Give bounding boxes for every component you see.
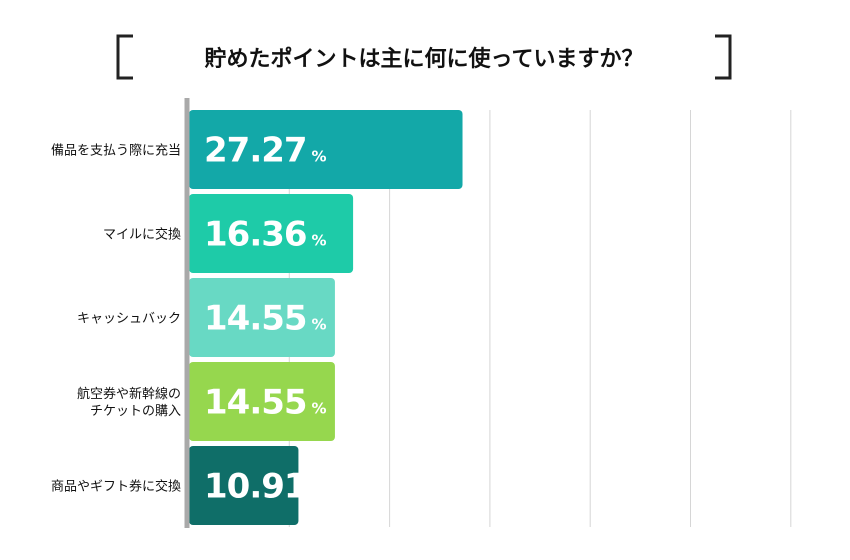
bar-2 [189, 278, 335, 357]
category-label-line: 航空券や新幹線の [77, 386, 181, 402]
category-labels: 備品を支払う際に充当マイルに交換キャッシュバック航空券や新幹線のチケットの購入商… [51, 143, 181, 495]
bar-4 [189, 446, 299, 525]
value-unit-1: % [312, 232, 327, 250]
bar-1 [189, 194, 354, 273]
bars [189, 110, 463, 525]
category-label-2: キャッシュバック [77, 312, 181, 327]
chart-title: 貯めたポイントは主に何に使っていますか？ [205, 46, 644, 72]
category-label-line: 商品やギフト券に交換 [51, 479, 181, 495]
category-label-4: 商品やギフト券に交換 [51, 479, 181, 495]
category-label-3: 航空券や新幹線のチケットの購入 [77, 386, 181, 419]
category-label-line: キャッシュバック [77, 312, 181, 327]
category-label-line: 備品を支払う際に充当 [51, 143, 181, 159]
value-unit-3: % [312, 400, 327, 418]
category-label-1: マイルに交換 [103, 227, 181, 243]
title-bracket-left [116, 34, 133, 80]
bar-0 [189, 110, 463, 189]
value-unit-2: % [312, 316, 327, 334]
title-bracket-right [715, 34, 732, 80]
value-unit-4: % [312, 484, 327, 502]
value-unit-0: % [312, 148, 327, 166]
value-label-4: 10.91% [204, 467, 327, 507]
category-label-line: マイルに交換 [103, 227, 181, 243]
category-label-0: 備品を支払う際に充当 [51, 143, 181, 159]
category-label-line: チケットの購入 [90, 404, 181, 419]
bar-3 [189, 362, 335, 441]
